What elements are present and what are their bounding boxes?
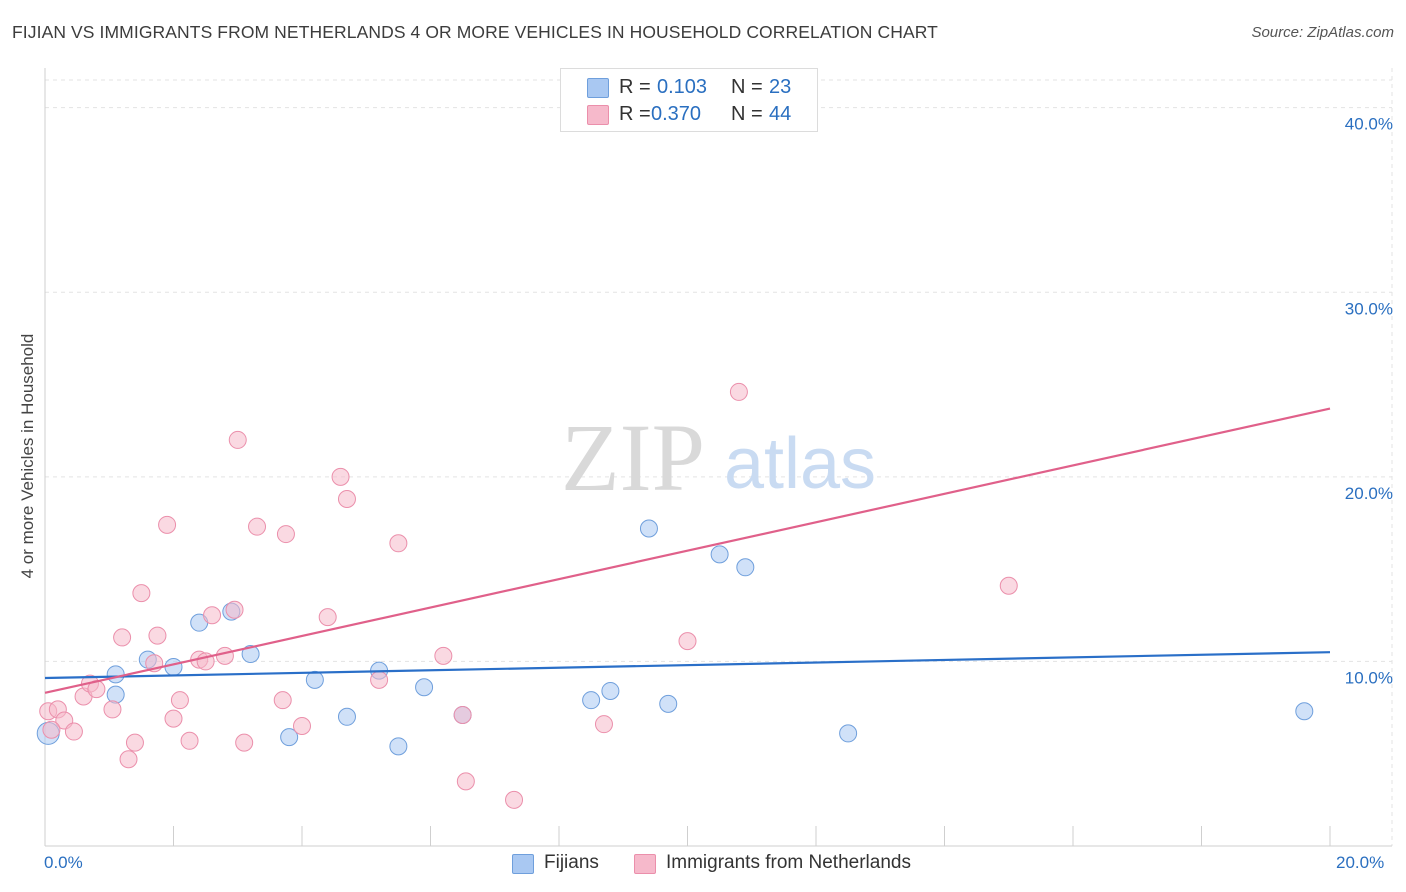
y-tick-label: 20.0% <box>1345 484 1393 503</box>
watermark: ZIP atlas <box>561 404 876 511</box>
netherlands-point <box>170 691 189 710</box>
netherlands-point <box>678 632 697 651</box>
stats-box: R = 0.103 N = 23 R = 0.370 N = 44 <box>560 68 818 132</box>
legend-swatch-fijians <box>512 854 534 874</box>
n-label: N = <box>731 76 763 98</box>
fijians-point <box>736 558 755 577</box>
legend-swatch-netherlands <box>634 854 656 874</box>
source-label: Source: ZipAtlas.com <box>1251 24 1394 41</box>
x-tick-label-max: 20.0% <box>1336 853 1385 872</box>
fijians-swatch <box>587 78 609 98</box>
netherlands-point <box>594 715 613 734</box>
r-label: R = <box>619 103 651 125</box>
netherlands-point <box>456 772 475 791</box>
watermark-zip: ZIP <box>561 404 705 511</box>
y-tick-label: 10.0% <box>1345 668 1393 687</box>
fijians-point <box>710 545 729 564</box>
netherlands-point <box>228 430 247 449</box>
fijians-point <box>601 681 620 700</box>
fijians-point <box>337 707 356 726</box>
netherlands-point <box>729 382 748 401</box>
netherlands-point <box>125 733 144 752</box>
netherlands-point <box>148 626 167 645</box>
fijians-point <box>1295 702 1314 721</box>
netherlands-point <box>164 709 183 728</box>
gridlines <box>45 68 1393 846</box>
netherlands-point <box>180 731 199 750</box>
r-value: 0.370 <box>651 103 702 125</box>
fijians-point <box>241 645 260 664</box>
x-tick-label-min: 0.0% <box>44 853 83 872</box>
fijians-point <box>389 737 408 756</box>
fijians-point <box>415 678 434 697</box>
netherlands-point <box>225 600 244 619</box>
netherlands-point <box>331 467 350 486</box>
netherlands-point <box>999 576 1018 595</box>
netherlands-point <box>119 750 138 769</box>
y-tick-labels: 10.0% 20.0% 30.0% 40.0% <box>1345 115 1393 688</box>
fijians-point <box>106 685 125 704</box>
netherlands-point <box>505 790 524 809</box>
legend-label: Fijians <box>544 852 599 873</box>
y-tick-label: 40.0% <box>1345 115 1393 134</box>
trend-lines <box>44 407 1331 694</box>
fijians-point <box>839 724 858 743</box>
axes <box>44 68 1392 847</box>
netherlands-point <box>158 515 177 534</box>
y-tick-label: 30.0% <box>1345 299 1393 318</box>
netherlands-point <box>273 691 292 710</box>
netherlands-point <box>203 606 222 625</box>
netherlands-point <box>103 700 122 719</box>
fijians-point <box>106 665 125 684</box>
netherlands-point <box>453 705 472 724</box>
netherlands-point <box>318 608 337 627</box>
fijians-point <box>582 691 601 710</box>
r-value: 0.103 <box>657 76 708 98</box>
netherlands-point <box>434 646 453 665</box>
fijians-point <box>280 728 299 747</box>
fijians-point <box>639 519 658 538</box>
n-value: 23 <box>769 76 792 98</box>
netherlands-point <box>42 720 61 739</box>
fijians-point <box>164 657 183 676</box>
netherlands-point <box>113 628 132 647</box>
netherlands-point <box>132 584 151 603</box>
netherlands-trend-line <box>44 407 1331 694</box>
fijians-point <box>659 694 678 713</box>
netherlands-point <box>337 489 356 508</box>
watermark-atlas: atlas <box>724 424 876 504</box>
netherlands-swatch <box>587 105 609 125</box>
netherlands-point <box>370 670 389 689</box>
netherlands-point <box>276 525 295 544</box>
netherlands-point <box>248 517 267 536</box>
legend-label: Immigrants from Netherlands <box>666 852 911 873</box>
n-value: 44 <box>769 103 792 125</box>
netherlands-point <box>293 717 311 736</box>
netherlands-point <box>215 646 234 665</box>
r-label: R = <box>619 76 651 98</box>
fijians-point <box>305 670 324 689</box>
fijians-trend-line <box>44 651 1331 680</box>
n-label: N = <box>731 103 763 125</box>
netherlands-point <box>389 534 408 553</box>
netherlands-point <box>64 722 83 741</box>
chart-title: FIJIAN VS IMMIGRANTS FROM NETHERLANDS 4 … <box>12 22 938 42</box>
netherlands-point <box>235 733 254 752</box>
